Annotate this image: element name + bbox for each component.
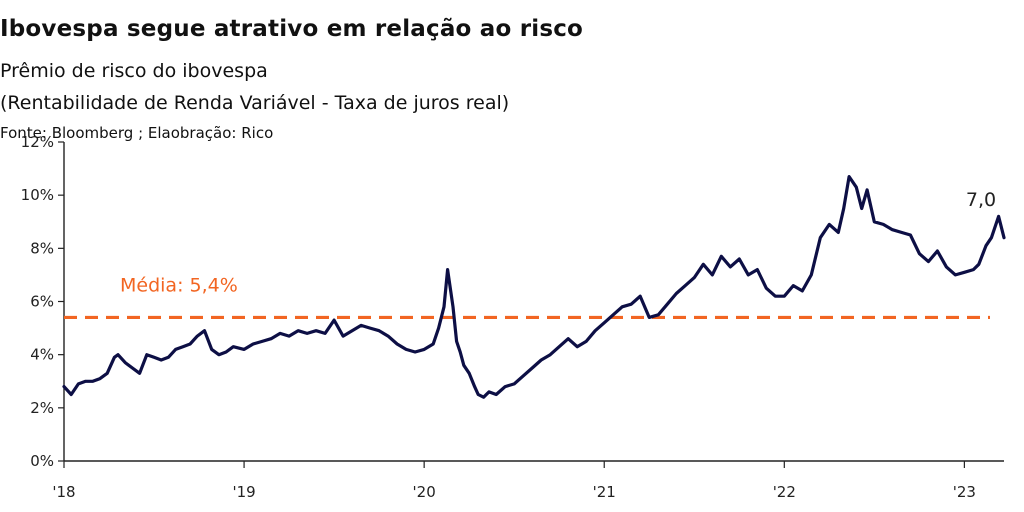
axes: 0% 2% 4% 6% 8% 10% 12% '18 '19 '20 '21 '22 '23 <box>21 133 1004 501</box>
x-tick-label: '20 <box>413 483 436 501</box>
x-tick-label: '19 <box>232 483 255 501</box>
chart-marks: Média: 5,4% 7,0 <box>62 175 1006 399</box>
y-tick-label: 2% <box>30 399 54 417</box>
y-tick-label: 8% <box>30 239 54 257</box>
y-tick-label: 12% <box>21 133 54 151</box>
y-tick-label: 10% <box>21 186 54 204</box>
y-tick-label: 4% <box>30 346 54 364</box>
chart-title: Ibovespa segue atrativo em relação ao ri… <box>0 16 584 42</box>
x-tick-label: '22 <box>773 483 796 501</box>
x-tick-label: '23 <box>953 483 976 501</box>
chart-subtitle: Prêmio de risco do ibovespa <box>0 60 268 82</box>
y-tick-label: 6% <box>30 293 54 311</box>
x-tick-label: '18 <box>52 483 75 501</box>
mean-label: Média: 5,4% <box>120 274 238 296</box>
x-tick-label: '21 <box>593 483 616 501</box>
chart-subtitle-detail: (Rentabilidade de Renda Variável - Taxa … <box>0 92 510 114</box>
last-value-annotation: 7,0 <box>966 189 996 211</box>
y-tick-label: 0% <box>30 452 54 470</box>
chart-source: Fonte: Bloomberg ; Elaobração: Rico <box>0 124 274 142</box>
series-line <box>62 175 1006 399</box>
